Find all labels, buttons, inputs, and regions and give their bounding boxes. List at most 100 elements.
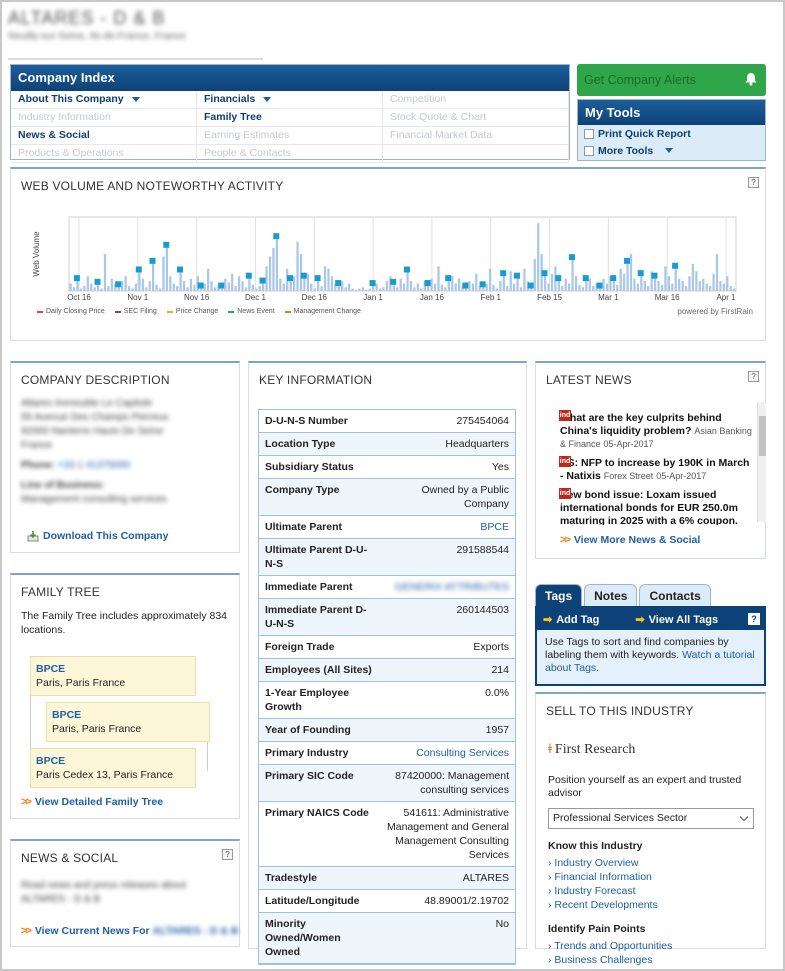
volume-bar [409, 281, 413, 291]
company-index-item[interactable]: News & Social [11, 127, 197, 145]
volume-bar [616, 284, 619, 291]
print-quick-report-link[interactable]: Print Quick Report [578, 125, 765, 142]
more-tools-link[interactable]: More Tools [578, 142, 765, 159]
volume-bar [592, 286, 595, 291]
news-event-marker [424, 280, 431, 287]
view-current-news-link[interactable]: >> View Current News For ALTARES - D & B [21, 925, 239, 937]
volume-bar [141, 278, 144, 291]
company-header: ALTARES - D & B Neuilly-sur-Seine, Ile-d… [8, 8, 186, 42]
tree-node[interactable]: BPCE Paris, Paris France [30, 656, 196, 696]
volume-bar [626, 263, 629, 291]
volume-bar [162, 256, 165, 291]
news-scrollbar[interactable] [757, 402, 766, 522]
help-icon[interactable]: ? [748, 371, 759, 382]
sector-select[interactable]: Professional Services Sector [548, 808, 754, 829]
tab-contacts[interactable]: Contacts [639, 584, 711, 606]
volume-bar [306, 273, 309, 291]
web-volume-title: WEB VOLUME AND NOTEWORTHY ACTIVITY [21, 179, 284, 193]
add-tag-button[interactable]: ➡ Add Tag [543, 613, 599, 626]
x-tick-label: Dec 1 [245, 293, 266, 302]
key-info-value[interactable]: Consulting Services [416, 747, 509, 759]
volume-bar [495, 288, 499, 291]
x-tick-label: Jan 1 [363, 293, 383, 302]
help-icon[interactable]: ? [748, 613, 760, 625]
key-info-row: Latitude/Longitude 48.89001/2.19702 [259, 890, 515, 913]
financial-information-link[interactable]: Financial Information [548, 870, 658, 884]
address-line: 92000 Nanterre Hauts De Seine [21, 426, 164, 437]
volume-bar [244, 287, 248, 291]
view-more-news-link[interactable]: >> View More News & Social [560, 534, 700, 546]
key-info-row: Tradestyle ALTARES [259, 867, 515, 890]
news-item[interactable]: New bond issue: Loxam issued internation… [560, 489, 755, 525]
view-family-tree-label: View Detailed Family Tree [34, 796, 164, 808]
address-line: Altares Immeuble Le Capitole [21, 398, 153, 409]
view-family-tree-link[interactable]: >> View Detailed Family Tree [21, 796, 163, 808]
scrollbar-thumb[interactable] [759, 416, 766, 456]
news-event-marker [245, 272, 252, 279]
help-icon[interactable]: ? [222, 849, 233, 860]
tab-tags[interactable]: Tags [535, 584, 583, 606]
volume-bar [681, 281, 684, 291]
news-event-marker [197, 282, 204, 289]
company-index-item[interactable]: Family Tree [197, 109, 383, 127]
company-index-item-label: Products & Operations [18, 147, 124, 159]
volume-bar [148, 281, 151, 291]
key-info-label: Subsidiary Status [265, 461, 354, 473]
volume-bar [313, 288, 316, 291]
download-company-link[interactable]: Download This Company [27, 530, 168, 542]
news-headline: US: NFP to increase by 190K in March - N… [560, 457, 750, 482]
y-axis-label: Web Volume [32, 231, 41, 277]
volume-bar [189, 278, 193, 291]
tags-tutorial-link[interactable]: Watch a tutorial about Tags. [545, 649, 755, 674]
volume-bar [702, 278, 705, 291]
news-event-marker [527, 282, 534, 289]
legend-swatch [114, 310, 121, 313]
trends-opportunities-link[interactable]: Trends and Opportunities [548, 939, 672, 953]
volume-bar [647, 286, 650, 291]
tab-notes[interactable]: Notes [584, 584, 638, 606]
news-item[interactable]: US: NFP to increase by 190K in March - N… [560, 457, 755, 483]
volume-bar [282, 283, 285, 291]
x-tick-label: Mar 1 [598, 293, 619, 302]
volume-bar [337, 286, 340, 291]
company-index-item-label: News & Social [18, 129, 90, 141]
view-all-tags-button[interactable]: ➡ View All Tags [635, 613, 718, 626]
volume-bar [262, 283, 265, 291]
tree-node-location: Paris, Paris France [36, 677, 126, 689]
volume-bar [320, 286, 323, 291]
legend-swatch [284, 310, 291, 313]
company-location: Neuilly-sur-Seine, Ile-de-France, France [8, 31, 186, 42]
help-icon[interactable]: ? [748, 177, 759, 188]
volume-bar [103, 254, 107, 291]
tree-node[interactable]: BPCE Paris, Paris France [46, 702, 210, 742]
company-index-item[interactable]: About This Company [11, 91, 197, 109]
volume-bar [186, 287, 189, 291]
tree-connector [207, 721, 208, 771]
volume-bar [344, 287, 347, 291]
key-info-value[interactable]: GENERIX ATTRIBUTES [394, 581, 509, 593]
tags-tabs: Tags Notes Contacts [535, 584, 711, 606]
industry-forecast-link[interactable]: Industry Forecast [548, 884, 658, 898]
phone-value[interactable]: +33 1 41375000 [57, 460, 131, 471]
volume-bar [530, 288, 533, 291]
volume-bar [255, 288, 258, 291]
company-index-item[interactable]: Financials [197, 91, 383, 109]
legend-label: Management Change [293, 308, 361, 315]
key-info-value: 275454064 [456, 415, 509, 427]
volume-bar [299, 254, 303, 291]
key-info-row: Primary SIC Code 87420000: Management con… [259, 765, 515, 802]
news-event-marker [479, 281, 486, 288]
industry-overview-link[interactable]: Industry Overview [548, 856, 658, 870]
volume-bar [289, 281, 292, 291]
tree-node[interactable]: BPCE Paris Cedex 13, Paris France [30, 748, 196, 788]
key-info-value: 0.0% [485, 687, 509, 699]
recent-developments-link[interactable]: Recent Developments [548, 898, 657, 912]
news-item[interactable]: What are the key culprits behind China's… [560, 412, 755, 451]
volume-bar [207, 268, 210, 291]
volume-bar [227, 282, 230, 291]
key-info-value[interactable]: BPCE [480, 521, 509, 533]
volume-bar [134, 283, 138, 291]
business-challenges-link[interactable]: Business Challenges [548, 953, 672, 967]
volume-bar [182, 281, 186, 291]
get-company-alerts-button[interactable]: Get Company Alerts [577, 64, 766, 96]
